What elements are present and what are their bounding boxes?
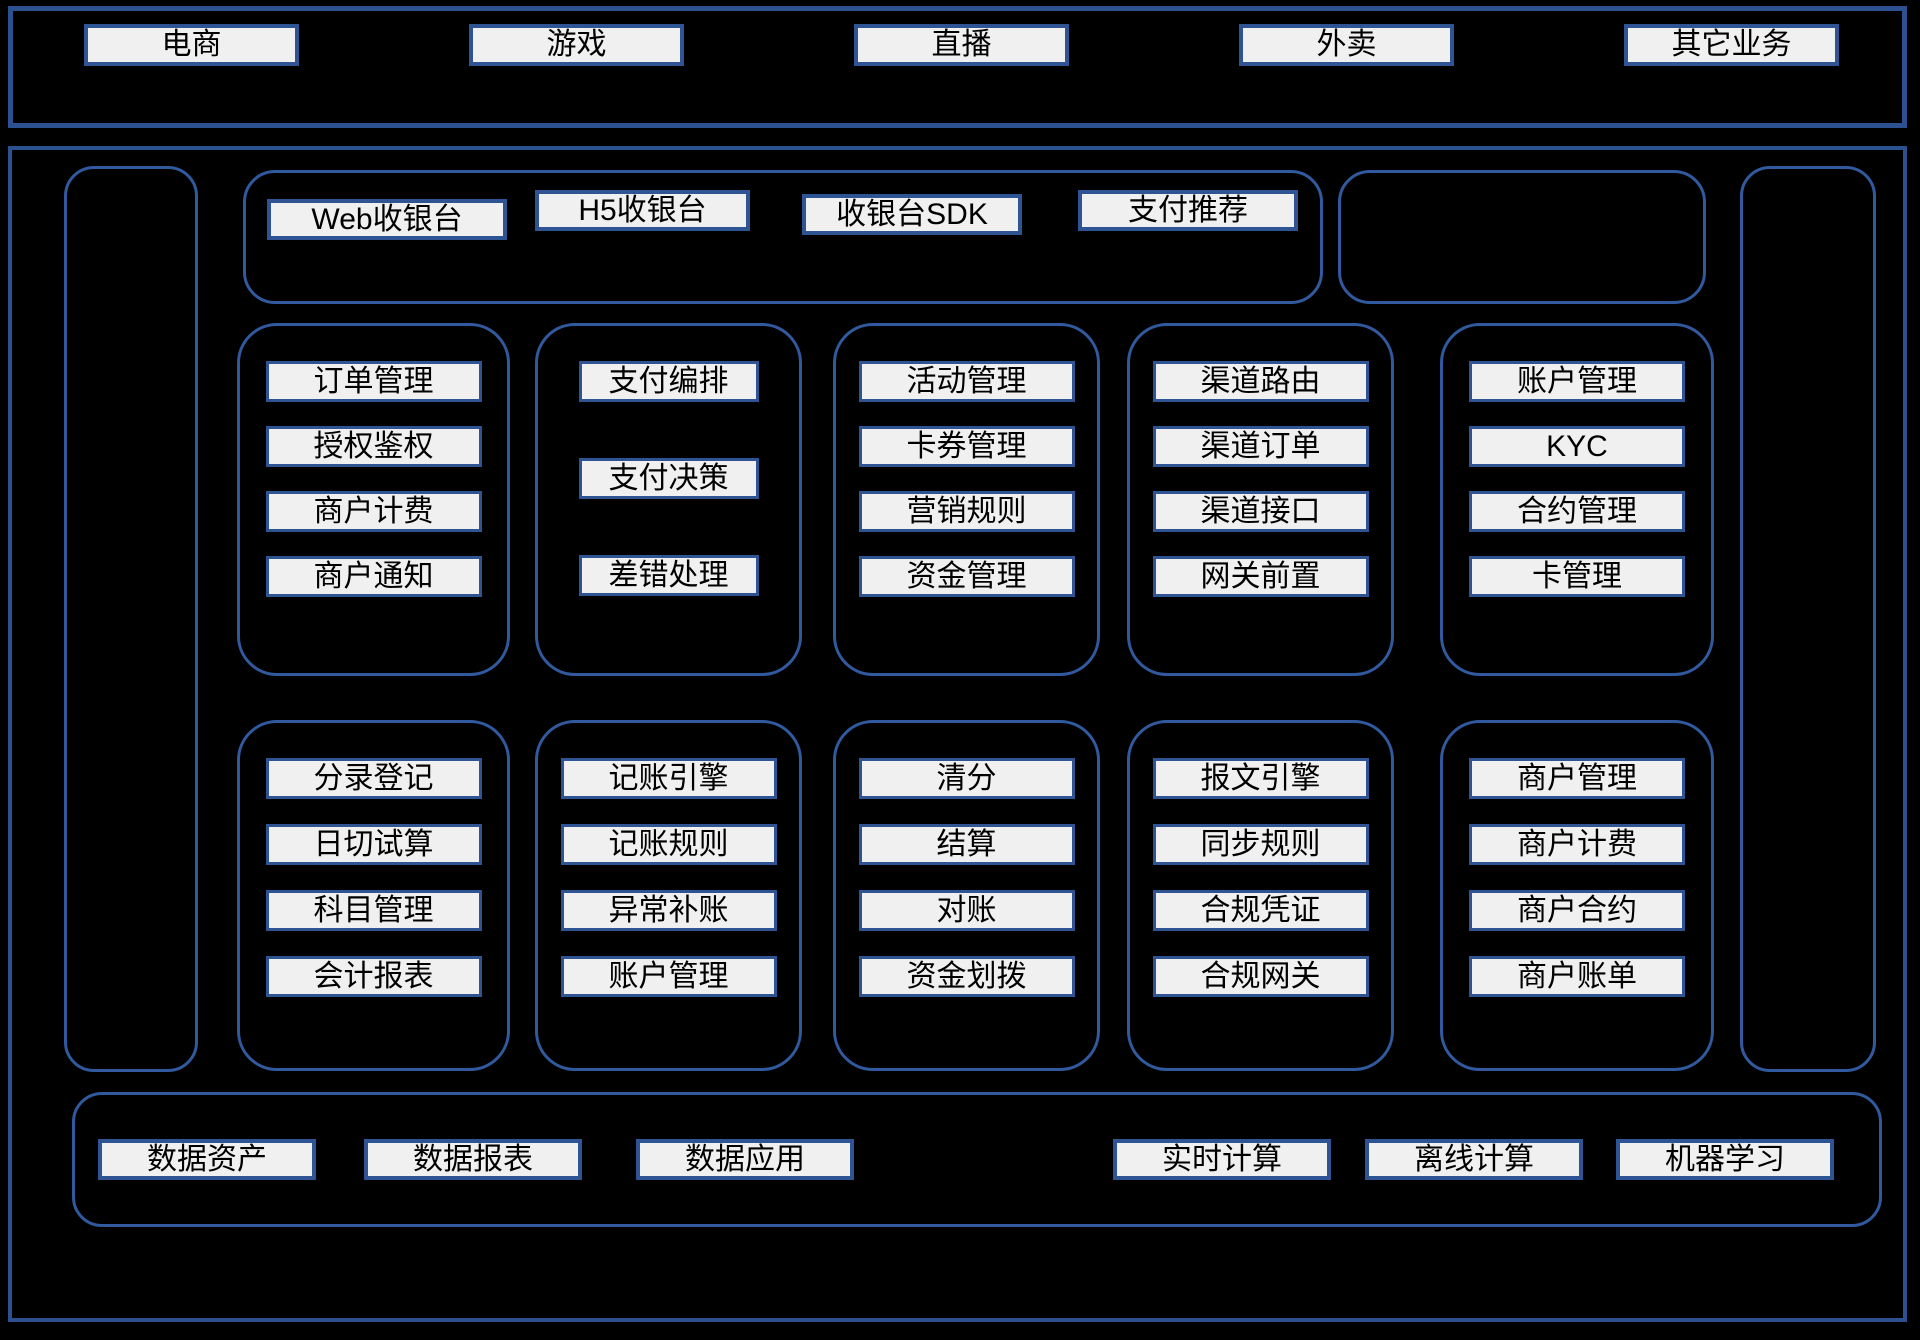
- platform-container: Web收银台 H5收银台 收银台SDK 支付推荐 订单管理 授权鉴权 商户计费 …: [8, 146, 1907, 1322]
- module-chip: 商户通知: [265, 556, 482, 597]
- panel-trade-core: 订单管理 授权鉴权 商户计费 商户通知: [237, 323, 510, 676]
- module-chip: 报文引擎: [1152, 758, 1369, 799]
- module-chip: 账户管理: [1469, 361, 1685, 402]
- access-chip-cashier-sdk: 收银台SDK: [802, 194, 1022, 235]
- module-chip: 同步规则: [1152, 824, 1369, 865]
- module-chip: 商户合约: [1469, 890, 1685, 931]
- module-chip: 结算: [858, 824, 1075, 865]
- module-chip: 商户管理: [1469, 758, 1685, 799]
- module-chip: 差错处理: [578, 555, 759, 596]
- business-chip-games: 游戏: [469, 24, 684, 66]
- module-chip: 记账规则: [560, 824, 777, 865]
- module-chip: 科目管理: [265, 890, 482, 931]
- data-platform-bar: 数据资产 数据报表 数据应用 实时计算 离线计算 机器学习: [72, 1092, 1882, 1227]
- module-chip: 合约管理: [1469, 491, 1685, 532]
- business-chip-ecommerce: 电商: [84, 24, 299, 66]
- module-chip: 资金管理: [858, 556, 1075, 597]
- business-chip-other: 其它业务: [1624, 24, 1839, 66]
- module-chip: 营销规则: [858, 491, 1075, 532]
- panel-compliance: 报文引擎 同步规则 合规凭证 合规网关: [1127, 720, 1394, 1071]
- module-chip: 记账引擎: [560, 758, 777, 799]
- business-scenarios-bar: 电商 游戏 直播 外卖 其它业务: [8, 6, 1907, 128]
- checkout-access-panel: Web收银台 H5收银台 收银台SDK 支付推荐: [243, 170, 1323, 304]
- left-rail-panel: [64, 166, 198, 1072]
- module-chip: 渠道路由: [1152, 361, 1369, 402]
- module-chip: KYC: [1469, 426, 1685, 467]
- data-chip-realtime: 实时计算: [1113, 1139, 1331, 1180]
- module-chip: 卡券管理: [858, 426, 1075, 467]
- module-chip: 活动管理: [858, 361, 1075, 402]
- module-chip: 卡管理: [1469, 556, 1685, 597]
- access-chip-pay-recommend: 支付推荐: [1078, 190, 1298, 231]
- module-chip: 订单管理: [265, 361, 482, 402]
- module-chip: 商户计费: [1469, 824, 1685, 865]
- module-chip: 清分: [858, 758, 1075, 799]
- panel-account: 账户管理 KYC 合约管理 卡管理: [1440, 323, 1714, 676]
- panel-merchant: 商户管理 商户计费 商户合约 商户账单: [1440, 720, 1714, 1071]
- module-chip: 支付编排: [578, 361, 759, 402]
- panel-payment-core: 支付编排 支付决策 差错处理: [535, 323, 802, 676]
- data-chip-offline: 离线计算: [1365, 1139, 1583, 1180]
- module-chip: 分录登记: [265, 758, 482, 799]
- business-chip-live: 直播: [854, 24, 1069, 66]
- module-chip: 渠道订单: [1152, 426, 1369, 467]
- right-rail-panel: [1740, 166, 1876, 1072]
- module-chip: 异常补账: [560, 890, 777, 931]
- module-chip: 资金划拨: [858, 956, 1075, 997]
- module-chip: 支付决策: [578, 458, 759, 499]
- data-chip-applications: 数据应用: [636, 1139, 854, 1180]
- module-chip: 商户账单: [1469, 956, 1685, 997]
- access-chip-web-cashier: Web收银台: [267, 199, 507, 240]
- module-chip: 授权鉴权: [265, 426, 482, 467]
- panel-accounting-ledger: 分录登记 日切试算 科目管理 会计报表: [237, 720, 510, 1071]
- business-chip-takeout: 外卖: [1239, 24, 1454, 66]
- module-chip: 对账: [858, 890, 1075, 931]
- access-chip-h5-cashier: H5收银台: [535, 190, 750, 231]
- data-chip-assets: 数据资产: [98, 1139, 316, 1180]
- panel-clearing-settlement: 清分 结算 对账 资金划拨: [833, 720, 1100, 1071]
- module-chip: 账户管理: [560, 956, 777, 997]
- module-chip: 商户计费: [265, 491, 482, 532]
- panel-marketing: 活动管理 卡券管理 营销规则 资金管理: [833, 323, 1100, 676]
- empty-auxiliary-panel: [1338, 170, 1706, 304]
- module-chip: 会计报表: [265, 956, 482, 997]
- module-chip: 合规网关: [1152, 956, 1369, 997]
- panel-bookkeeping: 记账引擎 记账规则 异常补账 账户管理: [535, 720, 802, 1071]
- data-chip-machine-learning: 机器学习: [1616, 1139, 1834, 1180]
- panel-channel: 渠道路由 渠道订单 渠道接口 网关前置: [1127, 323, 1394, 676]
- module-chip: 日切试算: [265, 824, 482, 865]
- module-chip: 网关前置: [1152, 556, 1369, 597]
- data-chip-reports: 数据报表: [364, 1139, 582, 1180]
- module-chip: 合规凭证: [1152, 890, 1369, 931]
- module-chip: 渠道接口: [1152, 491, 1369, 532]
